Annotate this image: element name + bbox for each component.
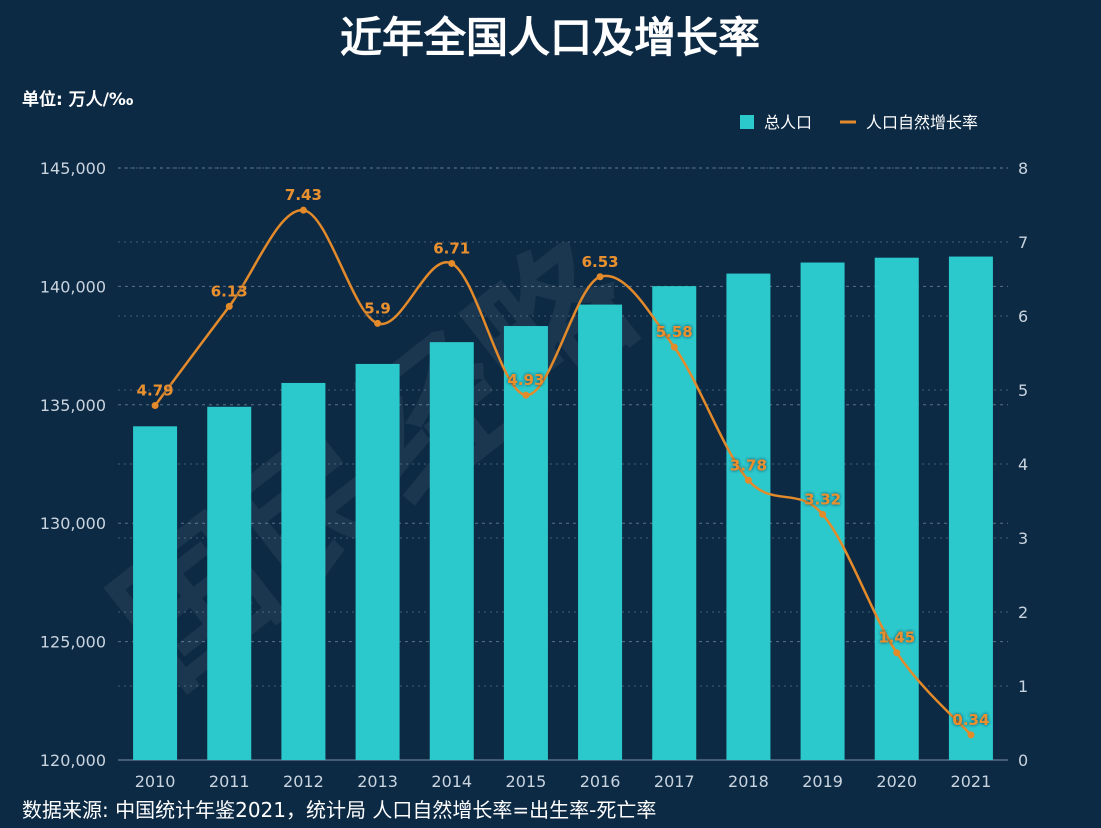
x-tick-label: 2011 (209, 772, 250, 791)
growth-label-2012: 7.43 (285, 186, 322, 204)
x-tick-label: 2019 (802, 772, 843, 791)
x-tick-label: 2018 (728, 772, 769, 791)
growth-label-2019: 3.32 (804, 490, 841, 508)
right-tick-label: 5 (1018, 381, 1028, 400)
right-tick-label: 3 (1018, 529, 1028, 548)
gridlines (118, 167, 1008, 761)
right-tick-label: 8 (1018, 159, 1028, 178)
right-axis: 0 1 2 3 4 5 6 7 8 (1018, 159, 1028, 770)
legend-bar-label: 总人口 (764, 113, 812, 132)
left-tick-label: 145,000 (40, 159, 106, 178)
unit-label: 单位: 万人/‰ (22, 89, 134, 110)
source-note: 数据来源: 中国统计年鉴2021，统计局 人口自然增长率=出生率-死亡率 (22, 798, 656, 822)
growth-point-2016 (596, 273, 604, 281)
growth-point-2019 (819, 510, 827, 518)
right-tick-label: 6 (1018, 307, 1028, 326)
growth-point-2013 (374, 319, 382, 327)
x-tick-label: 2015 (506, 772, 547, 791)
x-tick-label: 2016 (580, 772, 621, 791)
x-tick-label: 2013 (357, 772, 398, 791)
growth-point-2014 (448, 259, 456, 267)
x-tick-label: 2021 (951, 772, 992, 791)
x-tick-label: 2010 (135, 772, 176, 791)
growth-point-2018 (744, 476, 752, 484)
left-tick-label: 140,000 (40, 277, 106, 296)
bar-2021 (948, 256, 993, 760)
x-tick-label: 2014 (431, 772, 472, 791)
chart-title: 近年全国人口及增长率 (340, 13, 760, 62)
line-series: 4.79 6.13 7.43 5.9 6.71 4.93 6.53 5.58 3.78 3.32 1… (137, 186, 989, 739)
growth-point-2012 (299, 206, 307, 214)
legend-bar-swatch (740, 115, 754, 129)
growth-label-2018: 3.78 (730, 456, 767, 474)
growth-point-2021 (967, 731, 975, 739)
bar-2012 (281, 382, 326, 760)
growth-label-2013: 5.9 (364, 299, 391, 317)
growth-point-2017 (670, 343, 678, 351)
left-tick-label: 130,000 (40, 514, 106, 533)
right-tick-label: 7 (1018, 233, 1028, 252)
growth-label-2017: 5.58 (656, 323, 693, 341)
bar-2013 (355, 363, 400, 760)
growth-label-2014: 6.71 (433, 239, 470, 257)
bar-2011 (207, 406, 252, 760)
x-tick-label: 2012 (283, 772, 324, 791)
growth-rate-line (154, 208, 972, 736)
growth-point-2015 (522, 391, 530, 399)
growth-label-2021: 0.34 (952, 711, 989, 729)
left-tick-label: 135,000 (40, 396, 106, 415)
x-axis: 2010 2011 2012 2013 2014 2015 2016 2017 2018 2019… (135, 772, 992, 791)
x-tick-label: 2020 (876, 772, 917, 791)
growth-label-2010: 4.79 (137, 382, 174, 400)
growth-point-2010 (151, 402, 159, 410)
growth-point-2020 (893, 649, 901, 657)
growth-label-2015: 4.93 (507, 371, 544, 389)
bar-2016 (578, 304, 623, 760)
legend-line-label: 人口自然增长率 (866, 113, 978, 132)
x-tick-label: 2017 (654, 772, 695, 791)
bar-2015 (503, 326, 548, 760)
bar-2010 (133, 426, 178, 760)
growth-label-2020: 1.45 (878, 629, 915, 647)
right-tick-label: 0 (1018, 751, 1028, 770)
right-tick-label: 4 (1018, 455, 1028, 474)
bar-2017 (652, 286, 697, 760)
left-axis: 120,000 125,000 130,000 135,000 140,000 145,0… (40, 159, 106, 770)
right-tick-label: 1 (1018, 677, 1028, 696)
bar-2018 (726, 273, 771, 760)
bar-2020 (874, 257, 919, 760)
left-tick-label: 120,000 (40, 751, 106, 770)
growth-label-2011: 6.13 (211, 282, 248, 300)
bar-2014 (429, 342, 474, 760)
left-tick-label: 125,000 (40, 633, 106, 652)
legend: 总人口 人口自然增长率 (740, 113, 978, 132)
right-tick-label: 2 (1018, 603, 1028, 622)
growth-label-2016: 6.53 (582, 253, 619, 271)
growth-point-2011 (225, 302, 233, 310)
